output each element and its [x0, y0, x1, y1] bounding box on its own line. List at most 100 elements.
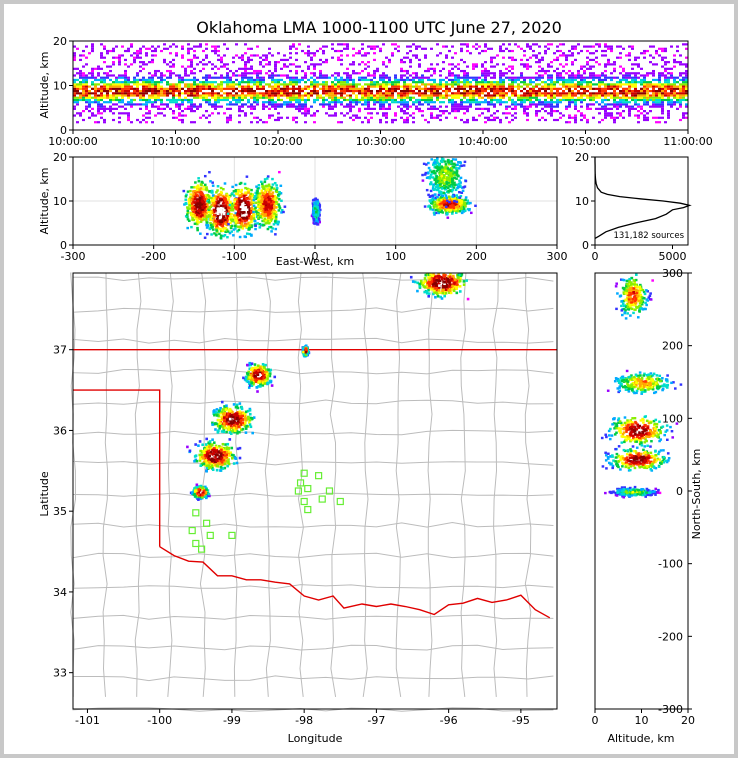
- p2-source-cell: [253, 194, 257, 198]
- p1-source-cell: [583, 76, 586, 79]
- p1-source-cell: [145, 101, 148, 104]
- p1-source-cell: [406, 76, 409, 79]
- p1-source-cell: [115, 87, 118, 90]
- p1-source-cell: [130, 85, 133, 88]
- p1-source-cell: [148, 96, 151, 99]
- p1-source-cell: [379, 83, 382, 86]
- p1-source-cell: [679, 98, 682, 102]
- p1-source-cell: [331, 43, 334, 46]
- p1-source-cell: [121, 92, 124, 95]
- p1-source-cell: [187, 101, 190, 104]
- p2-source-cell: [255, 197, 258, 200]
- p2-source-cell: [241, 207, 245, 211]
- p1-source-cell: [394, 81, 397, 84]
- p1-source-cell: [394, 112, 397, 115]
- p1-source-cell: [217, 96, 220, 99]
- p1-source-cell: [631, 76, 634, 79]
- p1-source-cell: [514, 78, 517, 82]
- p1-source-cell: [499, 83, 502, 86]
- p2-source-cell: [193, 207, 197, 210]
- p1-source-cell: [88, 87, 91, 90]
- p1-source-cell: [442, 96, 445, 99]
- p2-source-cell: [211, 201, 215, 205]
- p1-source-cell: [679, 103, 682, 106]
- p1-source-cell: [136, 78, 139, 82]
- p1-source-cell: [457, 83, 460, 86]
- p1-source-cell: [232, 94, 235, 97]
- p1-source-cell: [196, 78, 199, 82]
- p1-source-cell: [376, 92, 379, 95]
- p1-source-cell: [457, 76, 460, 79]
- p1-source-cell: [385, 81, 388, 84]
- p1-source-cell: [586, 63, 589, 66]
- p1-source-cell: [547, 89, 550, 93]
- p1-source-cell: [298, 89, 301, 93]
- p1-source-cell: [295, 107, 298, 110]
- p1-source-cell: [373, 47, 376, 50]
- p1-source-cell: [223, 43, 226, 46]
- p1-source-cell: [352, 47, 355, 50]
- p1-source-cell: [292, 81, 295, 84]
- p1-source-cell: [142, 96, 145, 99]
- p1-source-cell: [511, 103, 514, 106]
- p1-source-cell: [574, 74, 577, 77]
- p1-source-cell: [166, 63, 169, 66]
- p1-source-cell: [556, 101, 559, 104]
- p1-source-cell: [262, 65, 265, 68]
- p1-source-cell: [514, 105, 517, 108]
- p1-source-cell: [664, 89, 667, 93]
- p1-source-cell: [472, 94, 475, 97]
- p2-source-cell: [266, 185, 270, 188]
- p2-source-cell: [186, 209, 190, 213]
- p1-source-cell: [226, 87, 229, 90]
- p2-source-cell: [232, 194, 236, 197]
- p2-source-cell: [274, 227, 278, 231]
- p1-source-cell: [307, 107, 310, 110]
- p2-source-cell: [226, 230, 230, 233]
- p1-source-cell: [247, 72, 250, 75]
- p1-source-cell: [613, 121, 616, 124]
- p1-source-cell: [658, 116, 661, 119]
- p1-source-cell: [385, 94, 388, 97]
- p1-source-cell: [244, 87, 247, 90]
- p1-source-cell: [388, 98, 391, 102]
- p1-source-cell: [148, 81, 151, 84]
- p1-source-cell: [250, 76, 253, 79]
- p2-source-cell: [274, 215, 278, 218]
- p1-source-cell: [628, 52, 631, 55]
- p1-source-cell: [442, 61, 445, 64]
- p1-source-cell: [100, 92, 103, 95]
- p1-source-cell: [337, 49, 340, 53]
- p1-source-cell: [334, 49, 337, 53]
- p2-source-cell: [203, 183, 207, 187]
- p2-source-cell: [210, 225, 214, 229]
- p1-source-cell: [496, 83, 499, 86]
- p2-source-cell: [273, 197, 277, 200]
- p1-source-cell: [571, 61, 574, 64]
- p1-source-cell: [598, 96, 601, 99]
- p1-source-cell: [529, 45, 532, 48]
- p1-source-cell: [181, 78, 184, 82]
- p1-source-cell: [352, 69, 355, 73]
- p1-source-cell: [646, 81, 649, 84]
- p1-source-cell: [295, 52, 298, 55]
- p1-source-cell: [634, 81, 637, 84]
- p1-source-cell: [469, 98, 472, 102]
- p2-source-cell: [264, 213, 267, 216]
- p1-source-cell: [313, 72, 316, 75]
- p1-source-cell: [424, 118, 427, 122]
- p1-source-cell: [142, 45, 145, 48]
- p2-source-cell: [247, 209, 250, 212]
- p2-source-cell: [233, 197, 237, 201]
- p1-source-cell: [181, 101, 184, 104]
- p1-source-cell: [235, 94, 238, 97]
- p1-source-cell: [298, 81, 301, 84]
- p1-source-cell: [247, 47, 250, 50]
- p1-source-cell: [103, 56, 106, 59]
- p1-source-cell: [79, 89, 82, 93]
- p1-source-cell: [667, 98, 670, 102]
- p1-source-cell: [565, 85, 568, 88]
- p1-source-cell: [670, 74, 673, 77]
- p1-source-cell: [373, 87, 376, 90]
- p1-source-cell: [127, 85, 130, 88]
